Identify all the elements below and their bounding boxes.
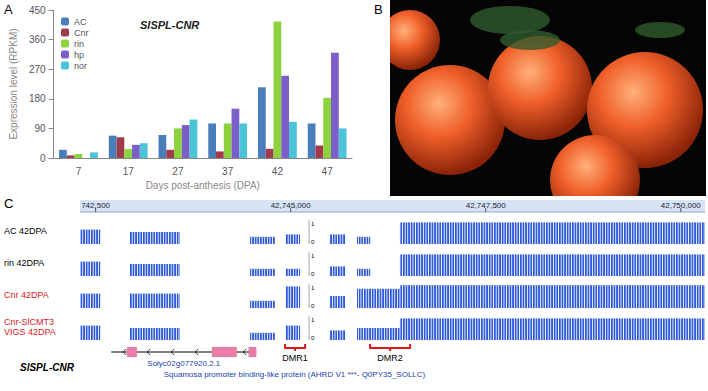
svg-text:270: 270 — [29, 64, 46, 75]
svg-text:DMR2: DMR2 — [377, 353, 403, 363]
svg-text:90: 90 — [34, 123, 46, 134]
html-text:A: A — [4, 2, 13, 17]
svg-text:nor: nor — [74, 61, 87, 71]
svg-text:Expression level (RPKM): Expression level (RPKM) — [8, 28, 19, 139]
svg-text:rin 42DPA: rin 42DPA — [4, 258, 44, 268]
svg-text:7: 7 — [76, 166, 82, 177]
svg-text:AC 42DPA: AC 42DPA — [4, 226, 47, 236]
svg-text:SlSPL-CNR: SlSPL-CNR — [20, 362, 75, 373]
svg-text:0: 0 — [311, 271, 315, 277]
svg-text:Cnr-SlCMT3: Cnr-SlCMT3 — [4, 317, 54, 327]
svg-text:1: 1 — [311, 253, 315, 259]
svg-text:1: 1 — [311, 317, 315, 323]
svg-text:42,750,000: 42,750,000 — [661, 201, 702, 210]
svg-text:42: 42 — [272, 166, 284, 177]
svg-text:VIGS 42DPA: VIGS 42DPA — [4, 327, 56, 337]
svg-text:Solyc02g077920.2.1: Solyc02g077920.2.1 — [147, 359, 221, 368]
svg-text:0: 0 — [40, 153, 46, 164]
svg-text:hp: hp — [74, 50, 84, 60]
svg-text:0: 0 — [311, 239, 315, 245]
svg-text:27: 27 — [172, 166, 184, 177]
html-text:C: C — [4, 196, 14, 211]
svg-text:42,747,500: 42,747,500 — [466, 201, 507, 210]
svg-text:SlSPL-CNR: SlSPL-CNR — [140, 19, 199, 31]
svg-text:17: 17 — [123, 166, 135, 177]
svg-text:360: 360 — [29, 34, 46, 45]
svg-text:Days post-anthesis (DPA): Days post-anthesis (DPA) — [146, 180, 260, 191]
svg-text:Cnr 42DPA: Cnr 42DPA — [4, 290, 49, 300]
html-text:B: B — [374, 2, 383, 17]
svg-text:450: 450 — [29, 5, 46, 16]
svg-text:rin: rin — [74, 39, 84, 49]
svg-text:742,500: 742,500 — [81, 201, 110, 210]
svg-text:180: 180 — [29, 93, 46, 104]
svg-text:DMR1: DMR1 — [282, 353, 308, 363]
svg-text:Cnr: Cnr — [74, 28, 89, 38]
svg-text:0: 0 — [311, 335, 315, 341]
svg-text:1: 1 — [311, 221, 315, 227]
svg-text:42,745,000: 42,745,000 — [271, 201, 312, 210]
svg-text:0: 0 — [311, 303, 315, 309]
svg-text:AC: AC — [74, 17, 87, 27]
svg-text:Squamosa promoter binding-like: Squamosa promoter binding-like protein (… — [164, 370, 426, 379]
svg-text:47: 47 — [322, 166, 334, 177]
svg-text:1: 1 — [311, 285, 315, 291]
svg-text:37: 37 — [222, 166, 234, 177]
